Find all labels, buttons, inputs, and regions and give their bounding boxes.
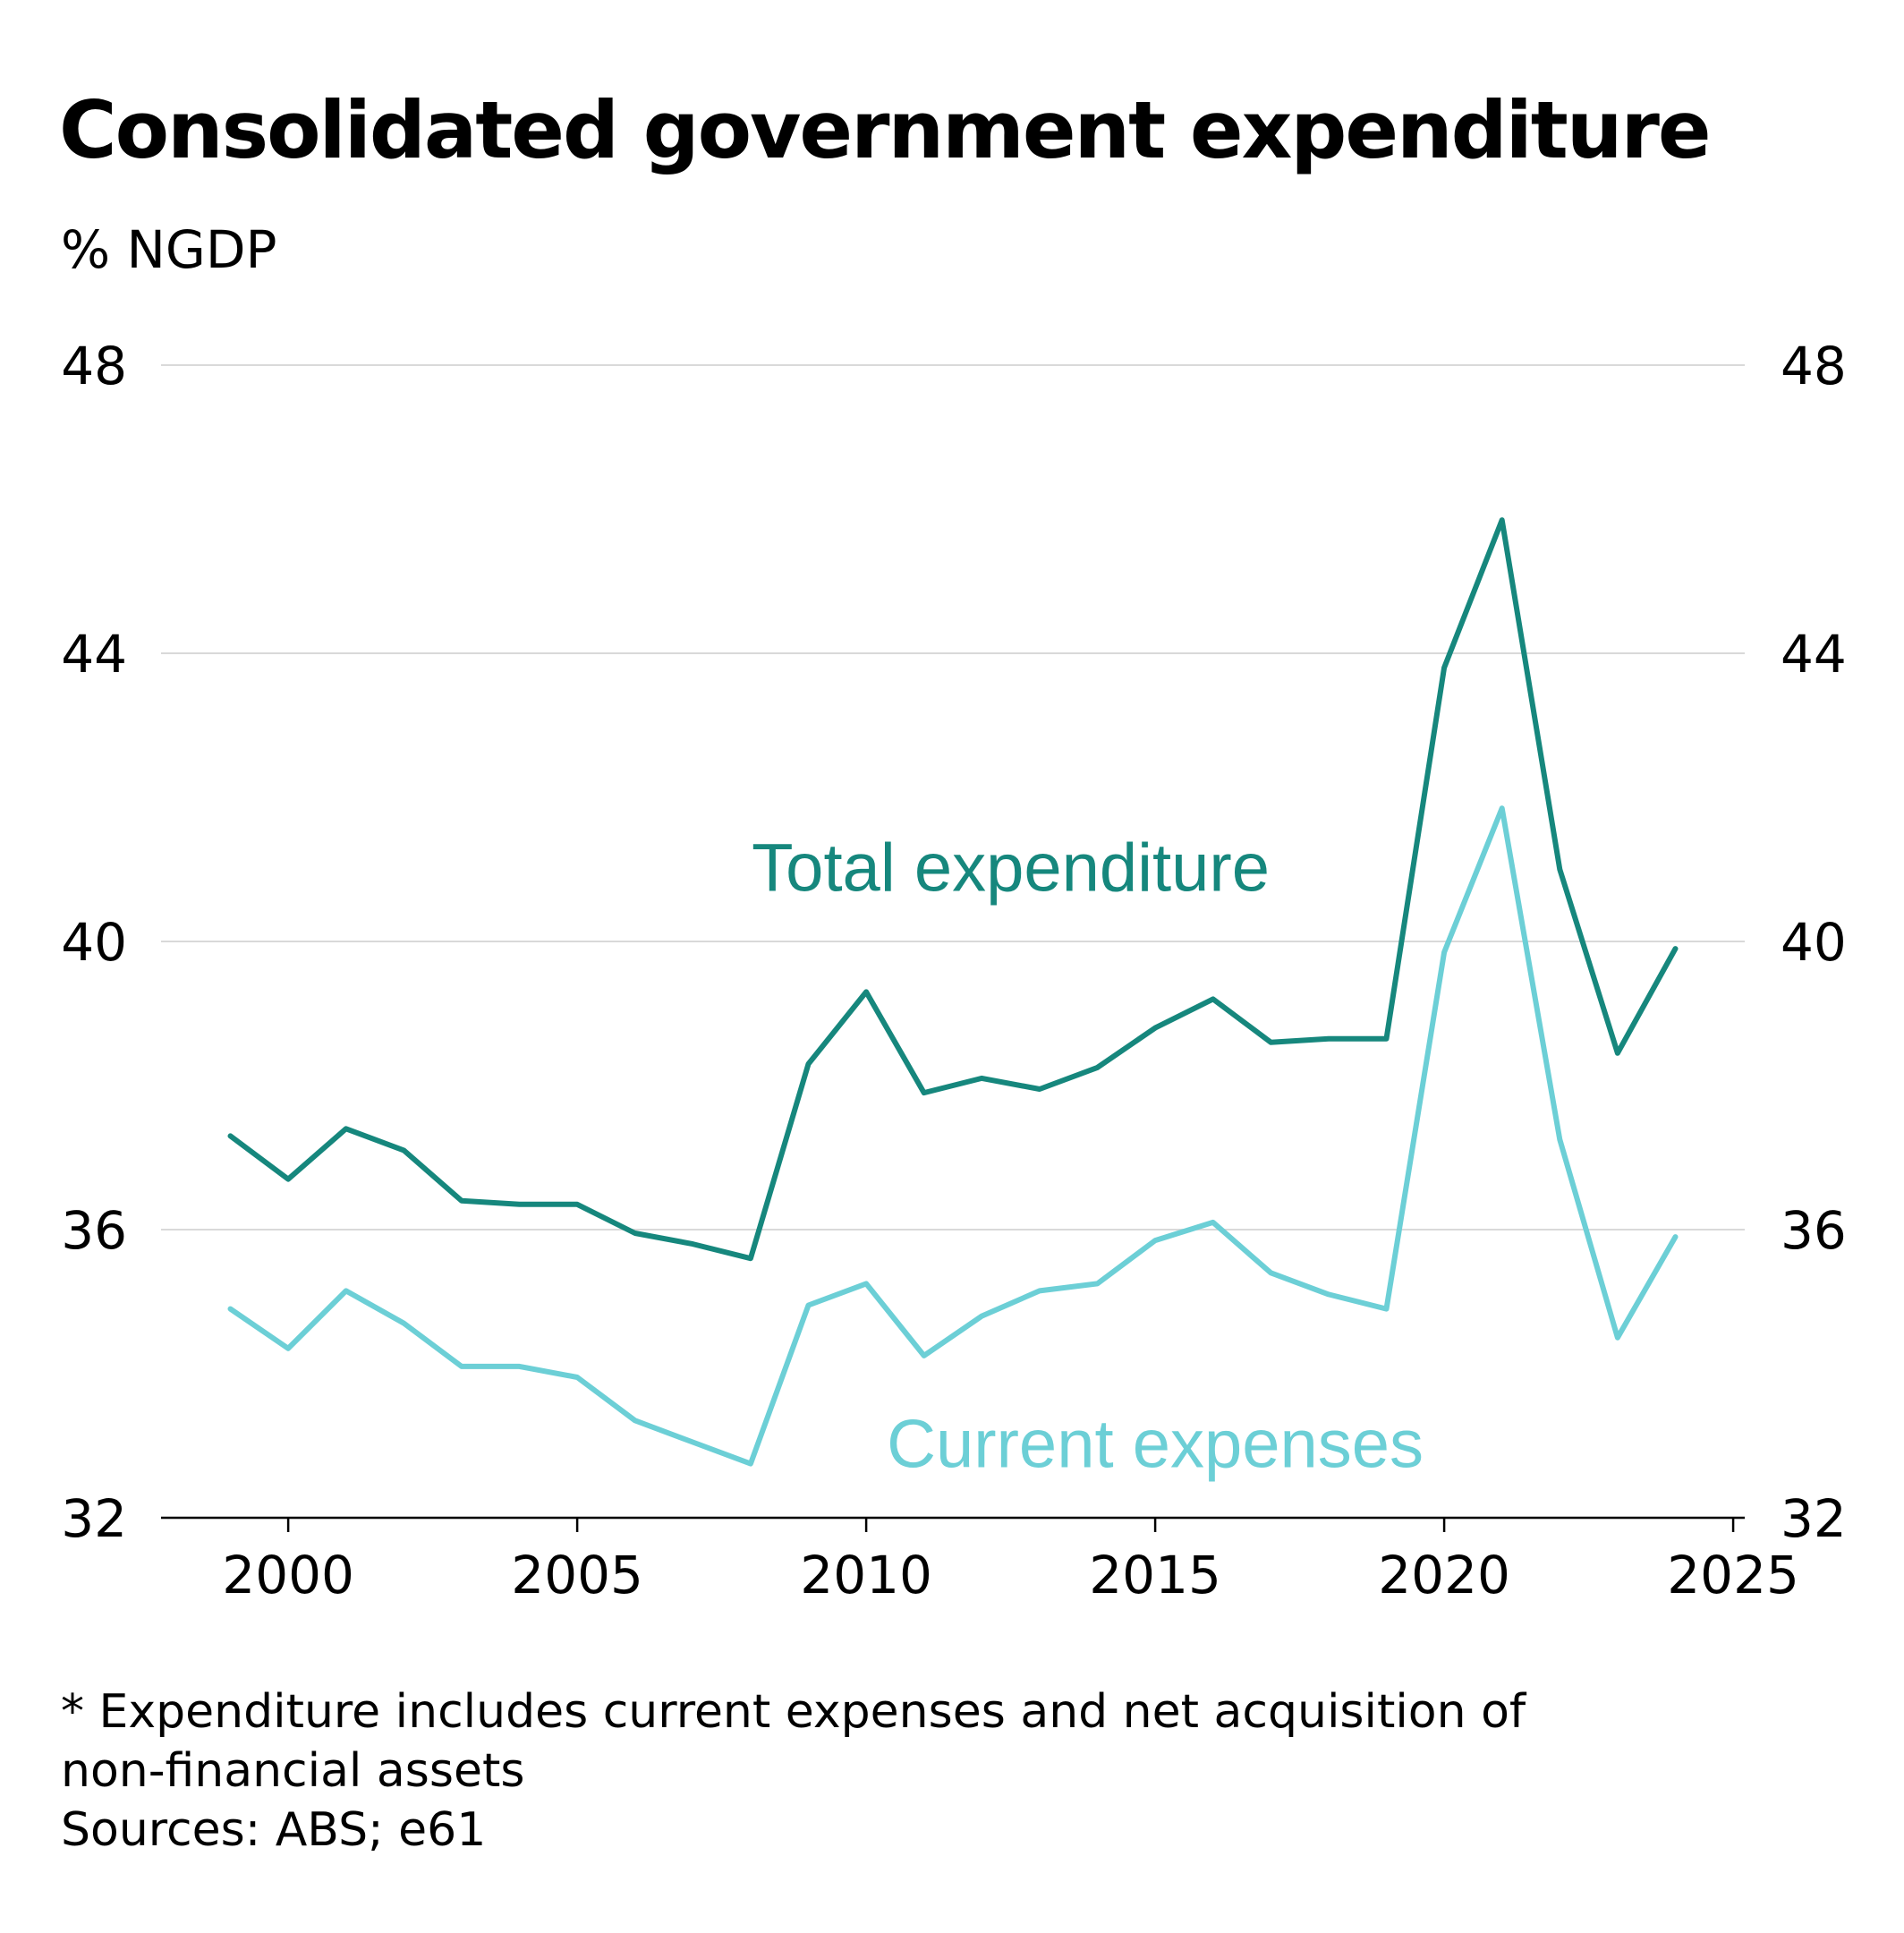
series-label-current-expenses: Current expenses bbox=[887, 1407, 1424, 1483]
y-tick-left-32: 32 bbox=[61, 1488, 127, 1549]
x-tick-label-2010: 2010 bbox=[800, 1545, 932, 1605]
series-labels: Total expenditure Current expenses bbox=[752, 830, 1424, 1483]
footnote-text: * Expenditure includes current expenses … bbox=[61, 1685, 1526, 1739]
y-tick-right-44: 44 bbox=[1781, 624, 1847, 685]
footnote-text-continued: non-financial assets bbox=[61, 1744, 525, 1798]
y-tick-left-40: 40 bbox=[61, 912, 127, 973]
series-line-current-expenses bbox=[227, 805, 1679, 1467]
footnote-block: * Expenditure includes current expenses … bbox=[61, 1682, 1526, 1860]
y-axis-unit-label: % NGDP bbox=[61, 219, 277, 280]
chart-title: Consolidated government expenditure bbox=[59, 84, 1712, 176]
x-tick-label-2005: 2005 bbox=[511, 1545, 643, 1605]
y-tick-right-40: 40 bbox=[1781, 912, 1847, 973]
series-label-total-expenditure: Total expenditure bbox=[752, 830, 1270, 907]
x-tick-label-2025: 2025 bbox=[1667, 1545, 1799, 1605]
x-tick-label-2020: 2020 bbox=[1378, 1545, 1510, 1605]
sources-text: Sources: ABS; e61 bbox=[61, 1803, 487, 1857]
y-tick-left-36: 36 bbox=[61, 1200, 127, 1261]
gridlines bbox=[161, 364, 1745, 1230]
y-axis-right-ticks: 32 36 40 44 48 bbox=[1781, 336, 1847, 1549]
series-lines bbox=[227, 517, 1679, 1467]
y-tick-left-44: 44 bbox=[61, 624, 127, 685]
x-tick-label-2015: 2015 bbox=[1089, 1545, 1221, 1605]
series-line-total-expenditure bbox=[227, 517, 1679, 1262]
y-tick-right-32: 32 bbox=[1781, 1488, 1847, 1549]
y-tick-right-48: 48 bbox=[1781, 336, 1847, 396]
y-tick-left-48: 48 bbox=[61, 336, 127, 396]
y-tick-right-36: 36 bbox=[1781, 1200, 1847, 1261]
y-axis-left-ticks: 32 36 40 44 48 bbox=[61, 336, 127, 1549]
x-axis-ticks: 2000 2005 2010 2015 2020 2025 bbox=[222, 1518, 1799, 1605]
x-tick-label-2000: 2000 bbox=[222, 1545, 354, 1605]
